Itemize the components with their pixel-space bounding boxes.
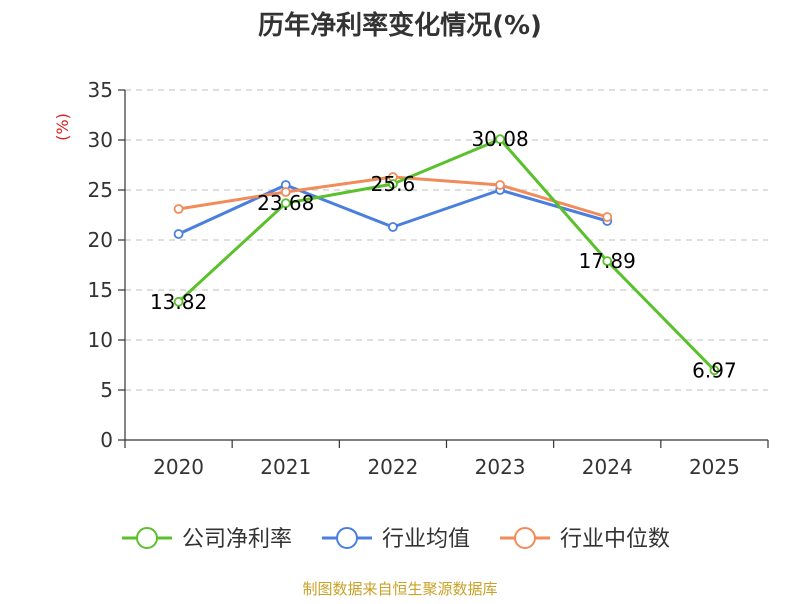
legend-marker — [514, 527, 536, 549]
y-tick-label: 20 — [88, 228, 113, 252]
x-tick-label: 2023 — [475, 455, 526, 479]
x-tick-label: 2021 — [260, 455, 311, 479]
data-point — [280, 187, 291, 197]
series-layer — [173, 134, 720, 376]
chart-title: 历年净利率变化情况(%) — [258, 10, 542, 41]
data-point — [709, 365, 720, 376]
series-行业中位数 — [173, 172, 613, 222]
legend-label: 公司净利率 — [182, 527, 292, 552]
legend-item: 行业均值 — [322, 527, 470, 552]
y-tick-label: 5 — [100, 378, 113, 402]
y-axis-unit-label: (%) — [53, 113, 72, 141]
legend-item: 公司净利率 — [122, 527, 292, 552]
x-tick-label: 2024 — [582, 455, 633, 479]
data-label: 30.08 — [471, 127, 528, 151]
x-tick-label: 2022 — [367, 455, 418, 479]
data-point — [388, 222, 398, 232]
legend-label: 行业中位数 — [560, 527, 670, 552]
y-tick-label: 35 — [88, 78, 113, 102]
x-tick-label: 2025 — [689, 455, 740, 479]
data-label-layer: 13.82 23.68 25.6 30.08 17.89 6.97 — [150, 127, 737, 382]
data-point — [173, 204, 184, 214]
series-公司净利率 — [173, 134, 720, 376]
legend-item: 行业中位数 — [500, 527, 670, 552]
legend: 公司净利率 行业均值 行业中位数 — [122, 527, 670, 552]
grid-layer — [125, 89, 768, 391]
data-label: 23.68 — [257, 191, 314, 215]
data-source-note: 制图数据来自恒生聚源数据库 — [302, 580, 497, 598]
data-point — [388, 179, 398, 189]
series-line — [177, 137, 716, 372]
legend-marker — [336, 527, 358, 549]
y-tick-label: 10 — [88, 328, 113, 352]
y-tick-label: 25 — [88, 178, 113, 202]
data-label: 25.6 — [371, 172, 416, 196]
y-tick-label: 30 — [88, 128, 113, 152]
data-point — [602, 256, 613, 267]
data-point — [602, 212, 613, 222]
y-tick-label: 0 — [100, 428, 113, 452]
data-label: 6.97 — [692, 358, 737, 382]
data-point — [173, 229, 184, 239]
data-point — [495, 180, 505, 190]
x-tick-label: 2020 — [153, 455, 204, 479]
data-point — [495, 134, 505, 145]
data-point — [280, 198, 291, 209]
data-label: 13.82 — [150, 290, 207, 314]
legend-marker — [136, 527, 158, 549]
legend-label: 行业均值 — [382, 527, 470, 552]
data-label: 17.89 — [579, 249, 636, 273]
data-point — [173, 296, 184, 307]
y-tick-label: 15 — [88, 278, 113, 302]
